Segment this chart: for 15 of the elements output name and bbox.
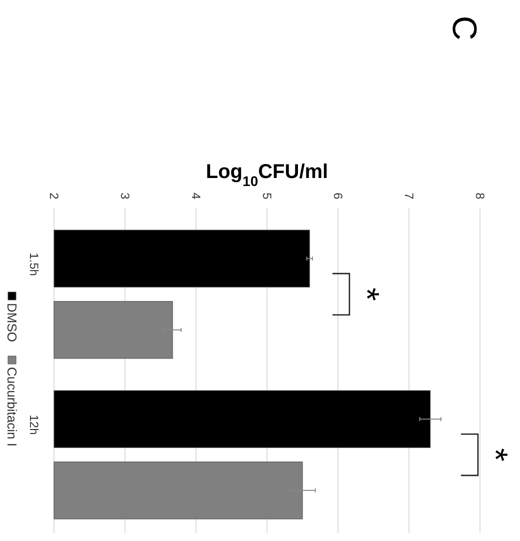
annotation: *: [476, 448, 514, 462]
x-tick-label: 6: [331, 192, 345, 200]
legend-label: Cucurbitacin I: [4, 367, 20, 446]
x-tick-label: 7: [402, 192, 416, 200]
x-tick-label: 4: [189, 192, 203, 200]
x-tick-label: 2: [47, 192, 61, 200]
x-axis-title: Log$_{10}$CFU/ml: [206, 161, 328, 189]
annotation: *: [347, 288, 386, 301]
legend-label: DMSO: [4, 303, 20, 342]
y-tick-label: 12h: [27, 414, 41, 435]
x-tick-label: 8: [473, 192, 487, 200]
x-tick-label: 5: [260, 192, 274, 200]
x-tick-label: 3: [118, 192, 132, 200]
y-tick-label: 1.5h: [27, 252, 41, 276]
text: C: [445, 16, 483, 40]
